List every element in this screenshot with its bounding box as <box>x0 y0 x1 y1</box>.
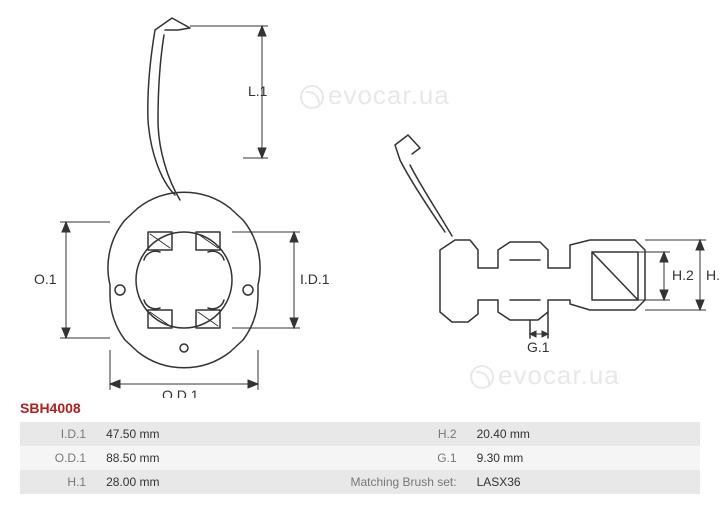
spec-label: Matching Brush set: <box>328 470 467 494</box>
table-row: H.1 28.00 mm Matching Brush set: LASX36 <box>20 470 700 494</box>
spec-value: 28.00 mm <box>96 470 328 494</box>
spec-value: 20.40 mm <box>467 422 700 446</box>
spec-value: 88.50 mm <box>96 446 328 470</box>
dim-label-h1: H.1 <box>706 267 720 283</box>
dim-label-h2: H.2 <box>672 267 694 283</box>
part-number-text: SBH4008 <box>20 400 81 416</box>
spec-label: I.D.1 <box>20 422 96 446</box>
spec-value: 47.50 mm <box>96 422 328 446</box>
spec-label: H.1 <box>20 470 96 494</box>
dim-label-l1: L.1 <box>248 83 268 99</box>
dim-label-o1: O.1 <box>34 271 57 287</box>
spec-label: O.D.1 <box>20 446 96 470</box>
dim-label-g1: G.1 <box>527 339 550 355</box>
spec-value: 9.30 mm <box>467 446 700 470</box>
technical-diagram: L.1 O.1 I.D.1 O.D.1 H.2 H.1 G.1 <box>0 0 720 398</box>
spec-label: G.1 <box>328 446 467 470</box>
spec-label: H.2 <box>328 422 467 446</box>
part-number: SBH4008 <box>20 400 81 416</box>
table-row: O.D.1 88.50 mm G.1 9.30 mm <box>20 446 700 470</box>
spec-value: LASX36 <box>467 470 700 494</box>
dim-label-od1: O.D.1 <box>162 387 199 398</box>
spec-table: I.D.1 47.50 mm H.2 20.40 mm O.D.1 88.50 … <box>20 422 700 494</box>
dim-label-id1: I.D.1 <box>300 271 330 287</box>
table-row: I.D.1 47.50 mm H.2 20.40 mm <box>20 422 700 446</box>
